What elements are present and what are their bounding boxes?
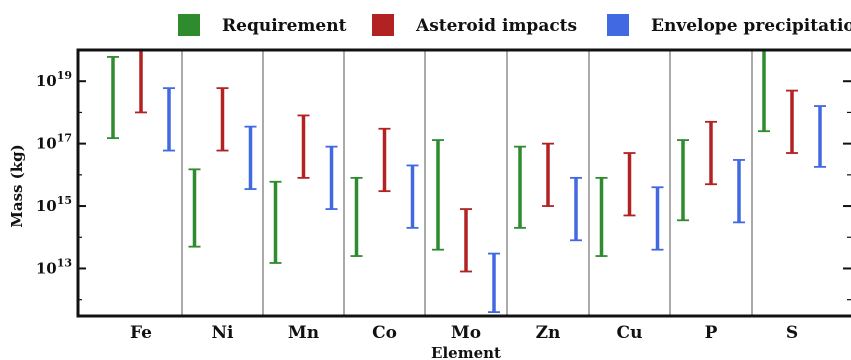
range-bar-p-envelope-precipitation (733, 159, 745, 224)
y-tick-label: 1019 (36, 69, 72, 90)
x-tick-label: Cu (617, 323, 643, 343)
range-bar-mo-requirement (432, 139, 444, 251)
legend-label: Envelope precipitation (651, 16, 851, 36)
y-tick-label: 1013 (36, 256, 72, 277)
range-bar-fe-asteroid-impacts (135, 49, 147, 114)
range-bar-s-asteroid-impacts (786, 89, 798, 154)
range-bar-mn-envelope-precipitation (325, 145, 338, 210)
x-axis-label: Element (431, 344, 501, 360)
x-tick-label: Mo (451, 323, 481, 343)
y-axis-label: Mass (kg) (8, 144, 26, 228)
range-bar-cu-requirement (595, 176, 608, 257)
legend-item: Requirement (178, 14, 347, 36)
range-bar-ni-asteroid-impacts (216, 87, 229, 152)
range-bar-zn-envelope-precipitation (570, 176, 582, 242)
legend-label: Requirement (222, 16, 347, 36)
x-tick-label: Co (372, 323, 397, 343)
range-bar-zn-requirement (514, 145, 526, 229)
x-tick-label: Mn (288, 323, 319, 343)
plot-frame (76, 48, 851, 318)
range-bar-co-asteroid-impacts (378, 127, 391, 193)
y-tick-label: 1015 (36, 194, 72, 215)
range-bar-s-requirement (758, 49, 770, 133)
range-bar-mn-requirement (269, 180, 282, 264)
x-tick-label: Fe (130, 323, 152, 343)
range-bar-co-envelope-precipitation (406, 164, 419, 229)
legend-label: Asteroid impacts (415, 16, 577, 36)
range-bar-ni-requirement (188, 168, 201, 248)
legend-swatch (607, 14, 629, 36)
legend-swatch (372, 14, 394, 36)
range-bar-ni-envelope-precipitation (244, 125, 257, 190)
range-bar-p-requirement (677, 139, 689, 222)
range-bar-cu-asteroid-impacts (623, 152, 636, 217)
legend: Requirement Asteroid impacts Envelope prec… (178, 14, 851, 36)
x-tick-label: P (705, 323, 718, 343)
x-tick-label: Ni (212, 323, 235, 343)
x-tick-label: Zn (536, 323, 561, 343)
range-bar-cu-envelope-precipitation (651, 186, 664, 251)
range-bar-fe-envelope-precipitation (163, 87, 175, 152)
range-bar-mo-asteroid-impacts (460, 208, 472, 273)
range-bar-mo-envelope-precipitation (488, 252, 500, 314)
range-bar-s-envelope-precipitation (814, 105, 826, 168)
y-tick-label: 1017 (36, 132, 72, 153)
x-tick-label: S (786, 323, 798, 343)
range-bar-p-asteroid-impacts (705, 120, 717, 186)
range-bar-mn-asteroid-impacts (297, 114, 310, 179)
range-bar-fe-requirement (107, 56, 119, 140)
range-bar-co-requirement (350, 176, 363, 257)
legend-item: Asteroid impacts (372, 14, 577, 36)
legend-item: Envelope precipitation (607, 14, 851, 36)
legend-swatch (178, 14, 200, 36)
range-bar-zn-asteroid-impacts (542, 142, 554, 207)
